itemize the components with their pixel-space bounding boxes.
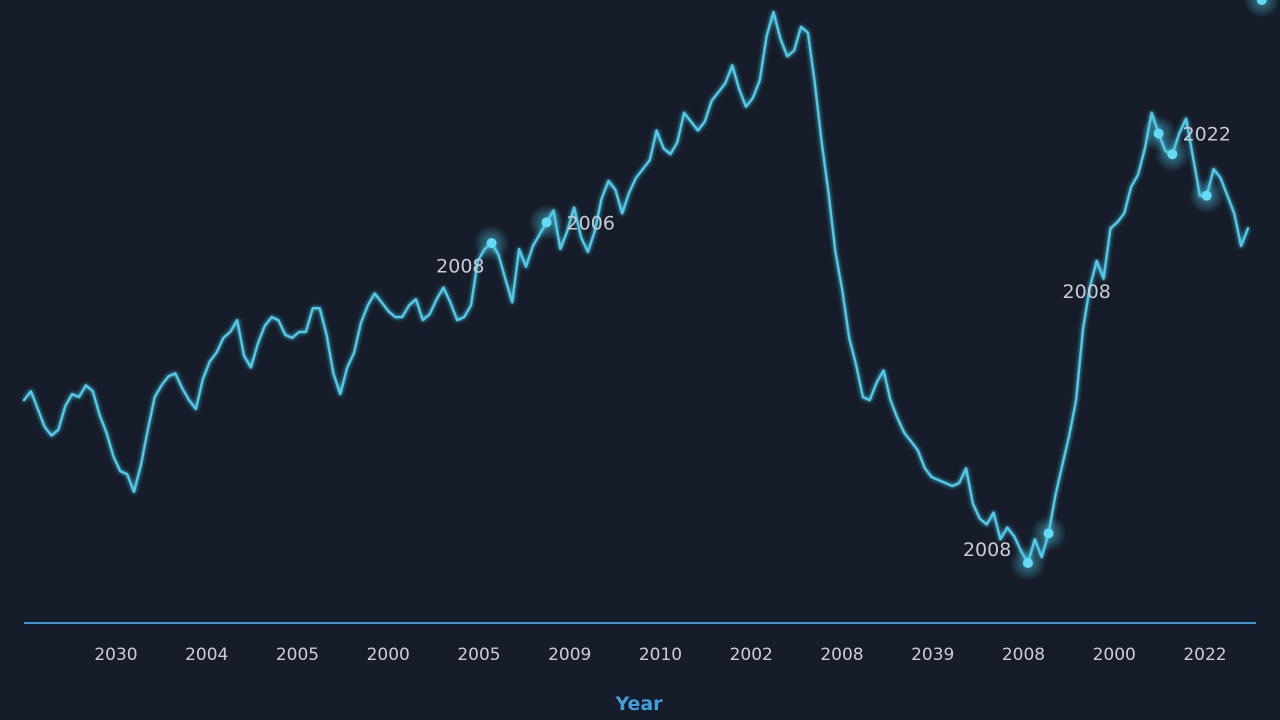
point-callout-label: 2022 bbox=[1183, 123, 1231, 145]
x-tick-label: 2004 bbox=[185, 645, 228, 665]
data-point-marker bbox=[541, 217, 552, 228]
data-point-marker bbox=[1201, 190, 1212, 201]
x-axis-title: Year bbox=[614, 693, 663, 715]
series-line bbox=[22, 10, 1250, 565]
point-callouts: 200820062008202220082022 bbox=[436, 123, 1231, 561]
point-callout-label: 2006 bbox=[567, 212, 615, 234]
point-callout-label: 2008 bbox=[963, 539, 1011, 561]
x-tick-label: 2000 bbox=[1093, 645, 1136, 665]
point-markers bbox=[486, 0, 1267, 568]
x-tick-label: 2005 bbox=[457, 645, 500, 665]
point-halo bbox=[1243, 0, 1280, 18]
x-tick-label: 2008 bbox=[820, 645, 863, 665]
data-point-marker bbox=[1167, 149, 1178, 160]
x-tick-label: 2005 bbox=[276, 645, 319, 665]
x-tick-label: 2022 bbox=[1183, 645, 1226, 665]
data-point-marker bbox=[1256, 0, 1267, 5]
point-callout-label: 2008 bbox=[1063, 281, 1111, 303]
x-tick-label: 2039 bbox=[911, 645, 954, 665]
x-tick-labels: 2030 2004 2005 2000 2005 2009 2010 2002 2008 2039… bbox=[94, 645, 1226, 665]
x-tick-label: 2008 bbox=[1002, 645, 1045, 665]
data-point-marker bbox=[486, 238, 497, 249]
point-halos bbox=[473, 0, 1280, 581]
data-point-marker bbox=[1153, 128, 1164, 139]
x-tick-label: 2030 bbox=[94, 645, 137, 665]
point-callout-label: 2008 bbox=[436, 256, 484, 278]
x-tick-label: 2009 bbox=[548, 645, 591, 665]
x-tick-label: 2010 bbox=[639, 645, 682, 665]
x-tick-label: 2002 bbox=[730, 645, 773, 665]
data-point-marker bbox=[1043, 528, 1054, 539]
x-tick-label: 2000 bbox=[367, 645, 410, 665]
data-point-marker bbox=[1022, 558, 1033, 568]
